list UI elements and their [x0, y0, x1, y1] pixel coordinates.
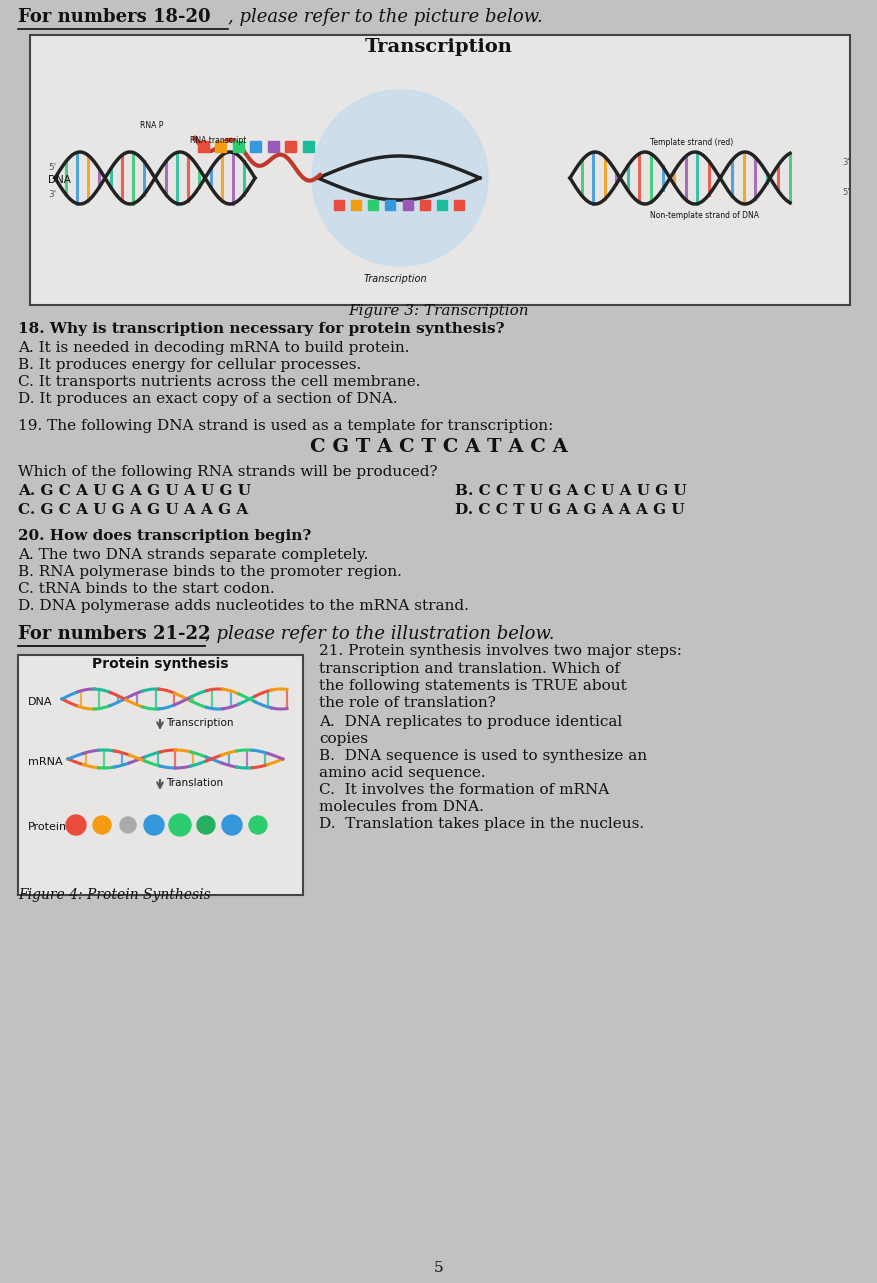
Text: Figure 4: Protein Synthesis: Figure 4: Protein Synthesis — [18, 888, 210, 902]
Text: 5': 5' — [841, 189, 849, 198]
Bar — [333, 200, 344, 210]
Bar — [419, 200, 429, 210]
Bar — [250, 141, 261, 151]
Text: C. It transports nutrients across the cell membrane.: C. It transports nutrients across the ce… — [18, 375, 420, 389]
Bar — [198, 141, 209, 151]
Text: B. It produces energy for cellular processes.: B. It produces energy for cellular proce… — [18, 358, 360, 372]
Text: amino acid sequence.: amino acid sequence. — [318, 766, 485, 780]
Text: 19. The following DNA strand is used as a template for transcription:: 19. The following DNA strand is used as … — [18, 420, 553, 432]
Bar — [267, 141, 279, 151]
Bar — [351, 200, 360, 210]
Text: Non-template strand of DNA: Non-template strand of DNA — [649, 210, 758, 219]
Text: D. DNA polymerase adds nucleotides to the mRNA strand.: D. DNA polymerase adds nucleotides to th… — [18, 599, 468, 613]
Bar — [367, 200, 378, 210]
Bar — [437, 200, 446, 210]
Circle shape — [222, 815, 242, 835]
Circle shape — [144, 815, 164, 835]
Text: copies: copies — [318, 733, 367, 745]
Text: 5': 5' — [48, 163, 56, 172]
Bar — [285, 141, 296, 151]
Text: Template strand (red): Template strand (red) — [649, 139, 732, 148]
Text: 3': 3' — [48, 190, 56, 199]
Text: A.  DNA replicates to produce identical: A. DNA replicates to produce identical — [318, 715, 622, 729]
Circle shape — [93, 816, 111, 834]
Text: D. It produces an exact copy of a section of DNA.: D. It produces an exact copy of a sectio… — [18, 393, 397, 405]
Text: B.  DNA sequence is used to synthesize an: B. DNA sequence is used to synthesize an — [318, 749, 646, 763]
Text: B. C C T U G A C U A U G U: B. C C T U G A C U A U G U — [454, 484, 686, 498]
Text: Which of the following RNA strands will be produced?: Which of the following RNA strands will … — [18, 464, 437, 479]
Circle shape — [311, 90, 488, 266]
Text: C.  It involves the formation of mRNA: C. It involves the formation of mRNA — [318, 783, 609, 797]
Text: , please refer to the illustration below.: , please refer to the illustration below… — [204, 625, 554, 643]
Text: C. G C A U G A G U A A G A: C. G C A U G A G U A A G A — [18, 503, 248, 517]
Text: For numbers 18-20: For numbers 18-20 — [18, 8, 210, 26]
Text: Transcription: Transcription — [365, 38, 512, 56]
Text: C G T A C T C A T A C A: C G T A C T C A T A C A — [310, 438, 567, 455]
Text: Translation: Translation — [166, 777, 223, 788]
Text: For numbers 21-22: For numbers 21-22 — [18, 625, 210, 643]
Text: mRNA: mRNA — [28, 757, 62, 767]
Text: Figure 3: Transcription: Figure 3: Transcription — [348, 304, 529, 318]
Text: transcription and translation. Which of: transcription and translation. Which of — [318, 662, 619, 676]
Circle shape — [196, 816, 215, 834]
Bar — [18, 656, 303, 896]
Bar — [385, 200, 395, 210]
Text: DNA: DNA — [28, 697, 53, 707]
Text: the role of translation?: the role of translation? — [318, 695, 496, 709]
Circle shape — [66, 815, 86, 835]
Text: the following statements is TRUE about: the following statements is TRUE about — [318, 679, 626, 693]
Text: 21. Protein synthesis involves two major steps:: 21. Protein synthesis involves two major… — [318, 644, 681, 658]
Bar — [30, 35, 849, 305]
Text: D.  Translation takes place in the nucleus.: D. Translation takes place in the nucleu… — [318, 817, 644, 831]
Text: RNA transcript: RNA transcript — [189, 136, 246, 145]
Circle shape — [249, 816, 267, 834]
Bar — [215, 141, 226, 151]
Bar — [453, 200, 463, 210]
Circle shape — [120, 817, 136, 833]
Text: Transcription: Transcription — [363, 275, 426, 284]
Text: A. The two DNA strands separate completely.: A. The two DNA strands separate complete… — [18, 548, 368, 562]
Text: 5: 5 — [434, 1261, 443, 1275]
Bar — [403, 200, 412, 210]
Text: B. RNA polymerase binds to the promoter region.: B. RNA polymerase binds to the promoter … — [18, 565, 402, 579]
Text: 3': 3' — [841, 158, 849, 167]
Text: Transcription: Transcription — [166, 718, 233, 727]
Text: molecules from DNA.: molecules from DNA. — [318, 801, 483, 813]
Text: Protein: Protein — [28, 822, 67, 831]
Text: A. It is needed in decoding mRNA to build protein.: A. It is needed in decoding mRNA to buil… — [18, 341, 409, 355]
Circle shape — [168, 813, 191, 837]
Bar — [303, 141, 314, 151]
Text: A. G C A U G A G U A U G U: A. G C A U G A G U A U G U — [18, 484, 251, 498]
Text: D. C C T U G A G A A A G U: D. C C T U G A G A A A G U — [454, 503, 684, 517]
Text: , please refer to the picture below.: , please refer to the picture below. — [228, 8, 542, 26]
Text: DNA: DNA — [48, 174, 71, 185]
Text: 18. Why is transcription necessary for protein synthesis?: 18. Why is transcription necessary for p… — [18, 322, 504, 336]
Text: 20. How does transcription begin?: 20. How does transcription begin? — [18, 529, 310, 543]
Text: Protein synthesis: Protein synthesis — [91, 657, 228, 671]
Text: RNA P: RNA P — [139, 121, 163, 130]
Text: C. tRNA binds to the start codon.: C. tRNA binds to the start codon. — [18, 582, 275, 597]
Bar — [232, 141, 244, 151]
